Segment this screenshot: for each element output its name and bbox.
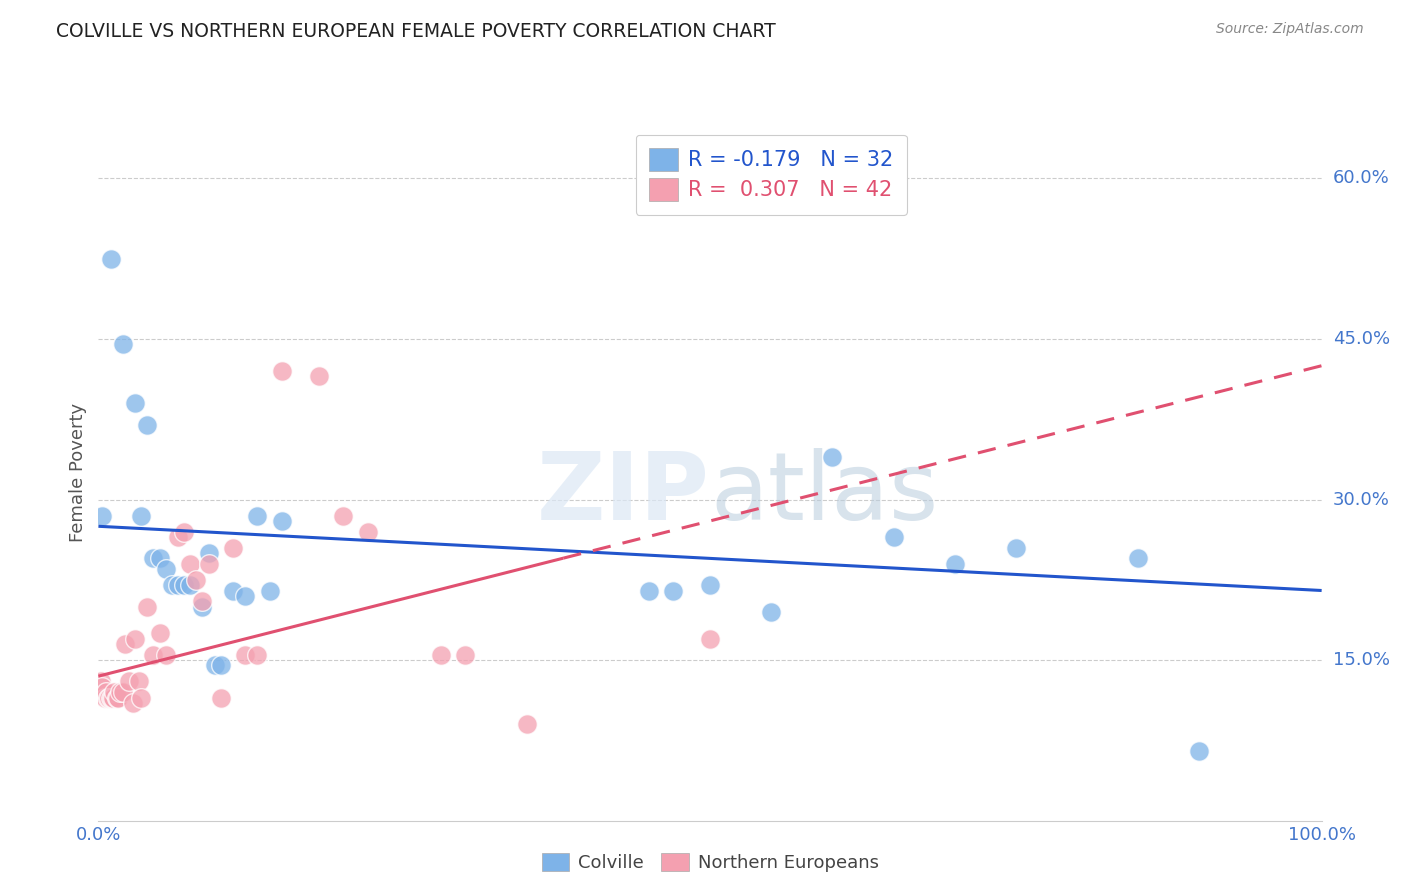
Point <box>246 648 269 662</box>
Point <box>111 337 134 351</box>
Point <box>129 508 152 523</box>
Text: 60.0%: 60.0% <box>1333 169 1389 187</box>
Point <box>270 364 294 378</box>
Point <box>136 417 159 432</box>
Point <box>124 632 146 646</box>
Point <box>142 648 165 662</box>
Text: Source: ZipAtlas.com: Source: ZipAtlas.com <box>1216 22 1364 37</box>
Point <box>222 541 245 555</box>
Point <box>1128 551 1150 566</box>
Point <box>91 680 114 694</box>
Point <box>105 690 128 705</box>
Point <box>233 589 256 603</box>
Point <box>821 450 844 464</box>
Point <box>111 685 134 699</box>
Point <box>515 717 537 731</box>
Point <box>107 690 129 705</box>
Text: ZIP: ZIP <box>537 448 710 540</box>
Point <box>101 690 124 705</box>
Point <box>1188 744 1211 758</box>
Point <box>430 648 453 662</box>
Text: atlas: atlas <box>710 448 938 540</box>
Point <box>167 578 190 592</box>
Point <box>943 557 966 571</box>
Point <box>149 626 172 640</box>
Point <box>179 557 201 571</box>
Point <box>186 573 208 587</box>
Text: 30.0%: 30.0% <box>1333 491 1389 508</box>
Point <box>160 578 183 592</box>
Point <box>222 583 245 598</box>
Point <box>637 583 661 598</box>
Point <box>270 514 294 528</box>
Point <box>662 583 685 598</box>
Point <box>129 690 152 705</box>
Point <box>699 632 721 646</box>
Point <box>114 637 136 651</box>
Point <box>246 508 269 523</box>
Point <box>100 252 122 266</box>
Point <box>94 685 117 699</box>
Point <box>259 583 281 598</box>
Point <box>197 546 219 560</box>
Point <box>91 508 114 523</box>
Point <box>100 690 122 705</box>
Point <box>173 524 195 539</box>
Point <box>124 396 146 410</box>
Point <box>167 530 190 544</box>
Point <box>332 508 354 523</box>
Point <box>179 578 201 592</box>
Point <box>356 524 378 539</box>
Point <box>308 369 330 384</box>
Point <box>173 578 195 592</box>
Point <box>121 696 143 710</box>
Text: COLVILLE VS NORTHERN EUROPEAN FEMALE POVERTY CORRELATION CHART: COLVILLE VS NORTHERN EUROPEAN FEMALE POV… <box>56 22 776 41</box>
Point <box>142 551 165 566</box>
Point <box>204 658 226 673</box>
Point <box>155 562 177 576</box>
Point <box>209 690 232 705</box>
Point <box>883 530 905 544</box>
Point <box>155 648 177 662</box>
Point <box>1004 541 1026 555</box>
Point <box>197 557 219 571</box>
Point <box>209 658 232 673</box>
Point <box>454 648 477 662</box>
Point <box>90 674 112 689</box>
Point <box>128 674 150 689</box>
Point <box>103 685 125 699</box>
Legend: Colville, Northern Europeans: Colville, Northern Europeans <box>533 844 887 881</box>
Text: 15.0%: 15.0% <box>1333 651 1389 669</box>
Point <box>101 690 124 705</box>
Point <box>93 690 115 705</box>
Point <box>98 690 121 705</box>
Point <box>149 551 172 566</box>
Text: 45.0%: 45.0% <box>1333 330 1391 348</box>
Y-axis label: Female Poverty: Female Poverty <box>69 403 87 542</box>
Point <box>97 690 120 705</box>
Point <box>761 605 783 619</box>
Point <box>110 685 132 699</box>
Point <box>191 599 214 614</box>
Point <box>699 578 721 592</box>
Point <box>136 599 159 614</box>
Point <box>118 674 141 689</box>
Point <box>233 648 256 662</box>
Point <box>191 594 214 608</box>
